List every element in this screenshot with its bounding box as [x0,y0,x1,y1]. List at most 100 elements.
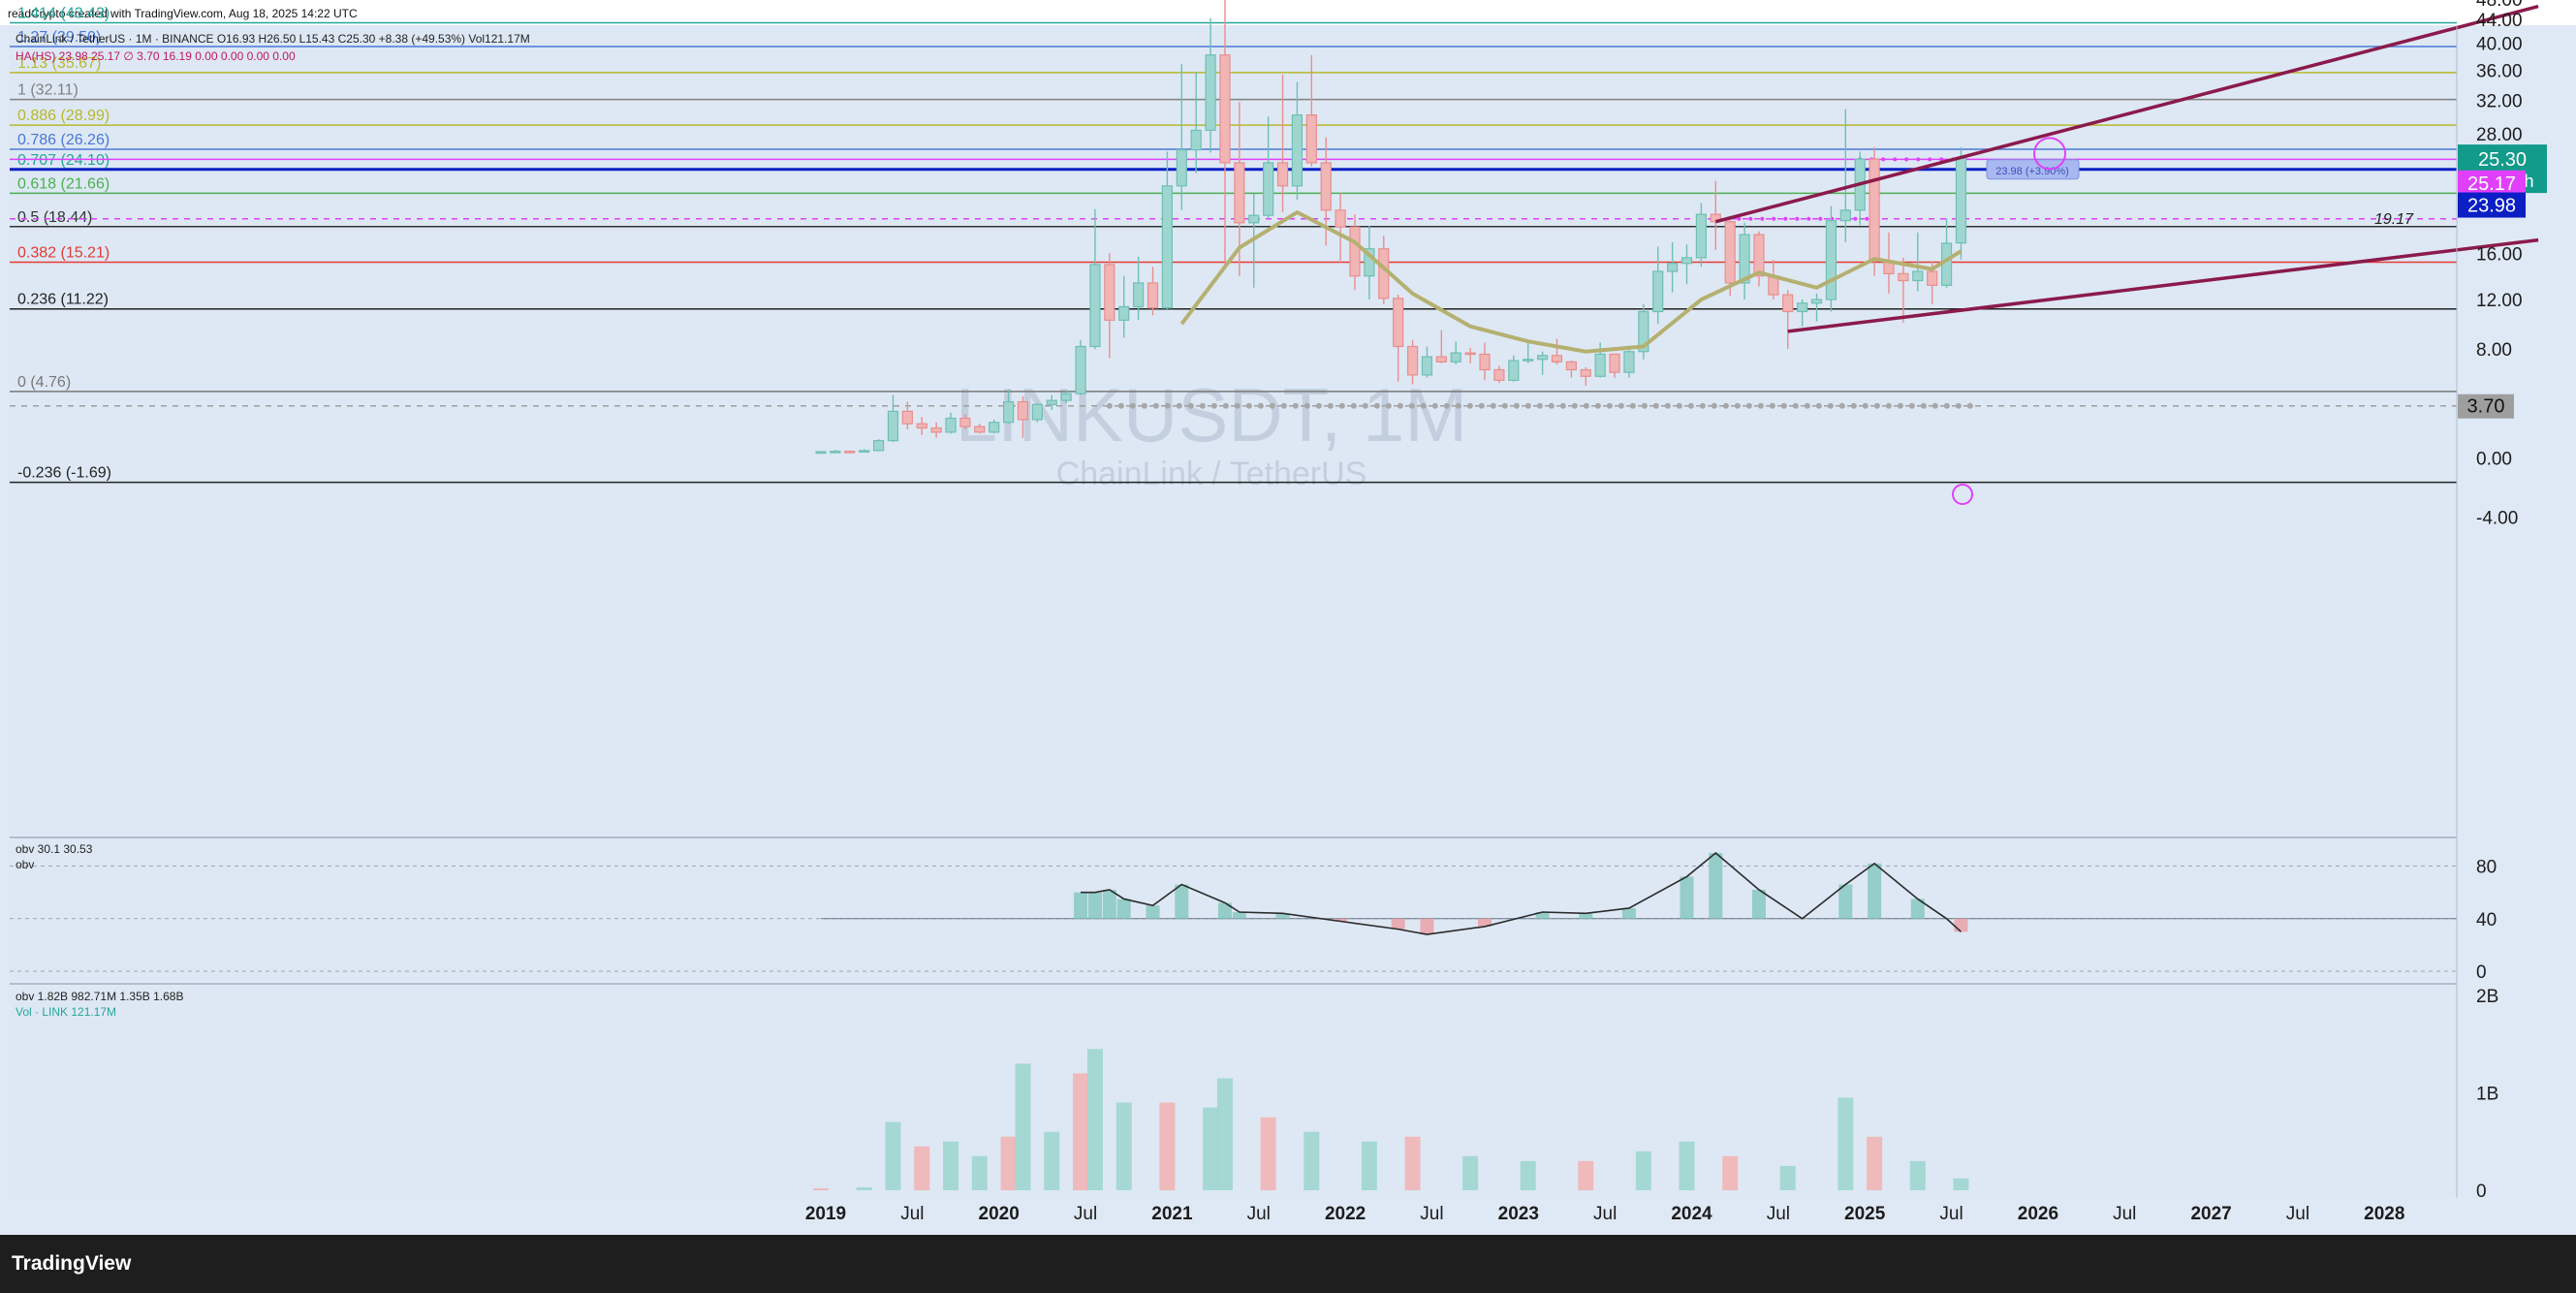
obv-histogram-bar [1334,918,1348,922]
baseline-dot [1478,402,1485,409]
baseline-dot [1827,402,1834,409]
pivot-dot [1881,157,1886,162]
candle-body [1219,54,1231,164]
obv-histogram-bar [1074,892,1088,919]
time-tick-label: 2021 [1151,1204,1193,1224]
obv-histogram-bar [1709,853,1723,919]
candle-body [1652,270,1664,313]
legend-ohlc: ChainLink / TetherUS · 1M · BINANCE O16.… [16,32,530,46]
obv-pane [10,841,2457,981]
baseline-dot [1594,402,1601,409]
obv-signal-line [1081,851,1962,935]
candle-body [930,426,942,433]
tradingview-logo[interactable]: TradingView [12,1252,132,1275]
candle-body [1147,282,1159,309]
volume-bar [1159,1102,1176,1190]
fib-label: 0.382 (15.21) [17,244,110,261]
baseline-dot [1966,402,1973,409]
price-tick-label: 0.00 [2476,449,2512,469]
trendline [1714,4,2539,224]
fib-label: 0.886 (28.99) [17,108,110,124]
baseline-dot [1490,402,1496,409]
time-tick-label: 2022 [1325,1204,1366,1224]
price-tick-label: 48.00 [2476,0,2523,11]
volume-bar [1044,1131,1060,1190]
candle-body [1263,162,1274,216]
level-label: 19.17 [2374,211,2414,228]
volume-bar [1867,1136,1883,1190]
candle-body [872,439,885,452]
candle-body [1912,270,1924,282]
price-tick-label: 40.00 [2476,35,2523,55]
obv-tick-label: 0 [2476,962,2487,983]
candle-body [1133,282,1145,308]
fib-label: 1.27 (39.50) [17,29,101,46]
baseline-dot [1397,402,1403,409]
candle-body [1291,114,1304,187]
baseline-dot [1699,402,1706,409]
candle-body [1161,185,1174,309]
pivot-dot [1939,157,1944,162]
baseline-dot [1455,402,1461,409]
baseline-dot [1106,402,1113,409]
candle-body [1753,234,1765,277]
obv-histogram-bar [1751,889,1766,919]
volume-bar [1073,1073,1089,1190]
fib-label: 1 (32.11) [17,82,79,99]
fib-label: -0.236 (-1.69) [17,465,111,482]
candle-body [1479,353,1491,371]
volume-bar [971,1155,988,1190]
candle-body [1234,162,1245,224]
baseline-dot [1676,402,1682,409]
baseline-dot [1943,402,1950,409]
price-tick-label: 16.00 [2476,244,2523,265]
volume-bar [1462,1155,1479,1190]
baseline-dot [1711,402,1717,409]
pivot-dot [1783,216,1788,221]
time-tick-label: Jul [1074,1204,1097,1224]
fib-label: 0.786 (26.26) [17,132,110,148]
pivot-dot [1916,157,1921,162]
magenta-price-box [2458,170,2526,196]
baseline-dot [1304,402,1310,409]
baseline-dot [1327,402,1334,409]
time-tick-label: 2027 [2190,1204,2231,1224]
candle-body [1017,400,1029,421]
baseline-dot [1618,402,1624,409]
baseline-dot [1792,402,1799,409]
fib-label: 0.707 (24.10) [17,152,110,169]
pivot-dot [1795,216,1800,221]
obv-histogram-bar [1535,912,1550,919]
candle-body [1839,209,1851,222]
candle-body [1378,248,1390,300]
volume-bar [1520,1160,1536,1190]
baseline-dot [1176,402,1182,409]
candle-body [916,423,927,429]
price-tick-label: 32.00 [2476,92,2523,112]
pivot-dot [1865,216,1869,221]
candle-body [830,450,841,454]
baseline-dot [1606,402,1613,409]
candle-body [1508,360,1520,381]
candle-body [1406,345,1419,376]
baseline-dot [1734,402,1741,409]
candle-body [1305,114,1317,164]
candle-body [1825,220,1838,300]
credit-bar: readCrypto created with TradingView.com,… [0,0,2576,25]
volume-bar [1115,1102,1132,1190]
current-price-label: 25.30 [2478,149,2527,171]
credit-text: readCrypto created with TradingView.com,… [8,7,358,20]
baseline-dot [1641,402,1648,409]
obv-histogram-bar [1621,907,1636,919]
baseline-dot [1199,402,1206,409]
baseline-dot [1431,402,1438,409]
volume-bar [1578,1160,1594,1190]
candle-body [1797,302,1808,313]
baseline-dot [1664,402,1671,409]
baseline-dot [1722,402,1729,409]
grey-price-box [2458,394,2514,419]
candle-body [844,450,856,454]
time-tick-label: 2024 [1671,1204,1712,1224]
